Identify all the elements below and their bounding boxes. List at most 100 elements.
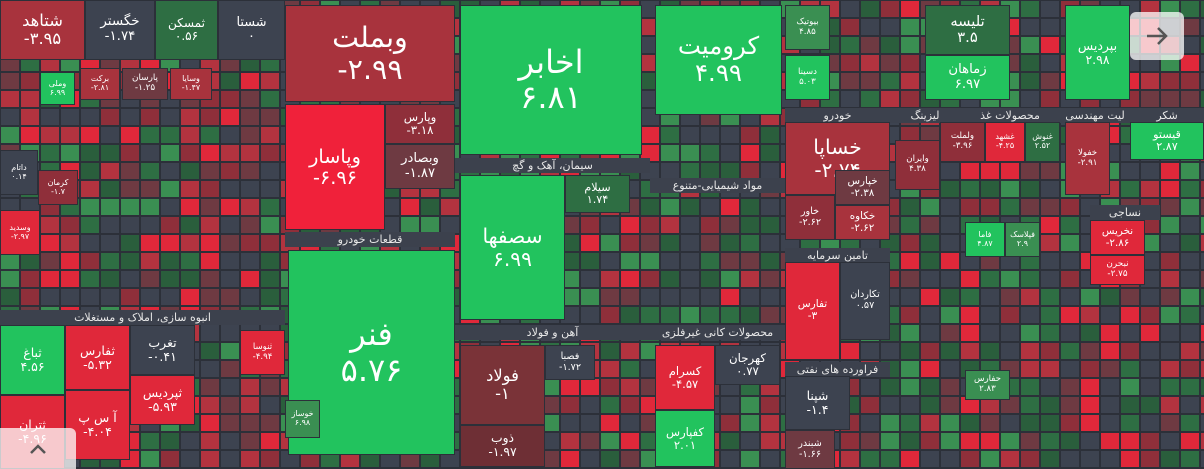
filler-tile	[920, 360, 940, 378]
stock-tile[interactable]: ذوب -۱.۹۷	[460, 425, 545, 467]
stock-name: خکاوه	[849, 210, 876, 223]
stock-tile[interactable]: ثپردیس -۵.۹۳	[130, 375, 195, 425]
stock-tile[interactable]: اخابر ۶.۸۱	[460, 5, 642, 155]
stock-change: -۱.۶۶	[798, 448, 821, 460]
filler-tile	[60, 288, 80, 306]
stock-tile[interactable]: کسرام -۴.۵۷	[655, 345, 715, 410]
stock-tile[interactable]: داتام ۰.۱۴	[0, 150, 38, 195]
stock-tile[interactable]: وبصادر -۱.۸۷	[385, 144, 455, 189]
stock-tile[interactable]: وسایا -۱.۴۷	[170, 68, 212, 100]
stock-tile[interactable]: وملی ۶.۹۹	[40, 72, 75, 105]
stock-tile[interactable]: دسینا ۵.۰۳	[785, 55, 830, 100]
filler-tile	[860, 0, 880, 18]
filler-tile	[660, 126, 680, 144]
filler-tile	[680, 288, 700, 306]
stock-tile[interactable]: غشهد -۴.۲۵	[985, 122, 1025, 162]
stock-tile[interactable]: ثمسکن ۰.۵۶	[155, 0, 218, 60]
filler-tile	[680, 144, 700, 162]
filler-tile	[1200, 450, 1204, 468]
stock-tile[interactable]: برکت -۲.۸۱	[80, 68, 120, 100]
stock-tile[interactable]: حفارس ۲.۸۳	[965, 370, 1010, 400]
stock-tile[interactable]: وبملت -۲.۹۹	[285, 5, 455, 102]
filler-tile	[1080, 432, 1100, 450]
stock-tile[interactable]: تغرب -۰.۴۱	[130, 325, 195, 375]
stock-tile[interactable]: ثفارس -۵.۳۲	[65, 325, 130, 390]
stock-tile[interactable]: فصبا -۱.۷۲	[545, 345, 595, 380]
filler-tile	[1200, 324, 1204, 342]
filler-tile	[940, 198, 960, 216]
stock-tile[interactable]: بپردیس ۲.۹۸	[1065, 5, 1130, 100]
filler-tile	[960, 162, 980, 180]
stock-tile[interactable]: خفولا -۲.۹۱	[1065, 122, 1110, 195]
stock-tile[interactable]: شتاهد -۳.۹۵	[0, 0, 85, 60]
filler-tile	[120, 234, 140, 252]
stock-tile[interactable]: شستا ۰	[218, 0, 285, 60]
filler-tile	[240, 450, 260, 468]
stock-tile[interactable]: خگستر -۱.۷۴	[85, 0, 155, 60]
stock-tile[interactable]: آ س پ -۴.۰۴	[65, 390, 130, 460]
filler-tile	[40, 126, 60, 144]
filler-tile	[1040, 198, 1060, 216]
filler-tile	[580, 252, 600, 270]
stock-tile[interactable]: شبندر -۱.۶۶	[785, 430, 835, 469]
stock-tile[interactable]: کرمان -۱.۷	[38, 170, 78, 205]
stock-tile[interactable]: کرومیت ۴.۹۹	[655, 5, 782, 115]
filler-tile	[200, 396, 220, 414]
filler-tile	[880, 36, 900, 54]
stock-tile[interactable]: کهرجان ۰.۷۷	[715, 345, 780, 385]
scroll-up-button[interactable]	[0, 428, 76, 469]
stock-tile[interactable]: خپارس -۲.۳۸	[835, 170, 890, 205]
filler-tile	[900, 450, 920, 468]
stock-tile[interactable]: نبحرن -۲.۷۵	[1090, 255, 1145, 285]
stock-name: کرومیت	[677, 31, 760, 61]
filler-tile	[260, 162, 280, 180]
filler-tile	[200, 198, 220, 216]
stock-tile[interactable]: وسدید -۲.۹۷	[0, 210, 40, 255]
stock-tile[interactable]: پارسان -۱.۲۵	[122, 68, 168, 100]
stock-tile[interactable]: خاور -۲.۶۲	[785, 195, 835, 240]
next-button[interactable]	[1130, 12, 1184, 60]
stock-tile[interactable]: ثباغ ۴.۵۶	[0, 325, 65, 395]
stock-tile[interactable]: فولاد -۱	[460, 345, 545, 425]
filler-tile	[900, 288, 920, 306]
filler-tile	[1200, 198, 1204, 216]
stock-tile[interactable]: وپاسار -۶.۹۶	[285, 104, 385, 230]
filler-tile	[660, 306, 680, 324]
stock-tile[interactable]: تفارس -۳	[785, 262, 840, 360]
stock-tile[interactable]: زماهان ۶.۹۷	[925, 55, 1010, 100]
filler-tile	[1160, 360, 1180, 378]
stock-tile[interactable]: وایران ۴.۳۸	[895, 140, 940, 190]
stock-tile[interactable]: تلیسه ۳.۵	[925, 5, 1010, 55]
stock-tile[interactable]: بیوتیک ۴.۸۵	[785, 5, 830, 50]
stock-tile[interactable]: ثنوسا -۴.۹۴	[240, 330, 285, 375]
filler-tile	[1120, 414, 1140, 432]
stock-change: -۱.۷	[50, 186, 66, 196]
filler-tile	[100, 270, 120, 288]
filler-tile	[1200, 360, 1204, 378]
filler-tile	[1140, 450, 1160, 468]
stock-tile[interactable]: غنوش ۲.۵۲	[1025, 122, 1060, 162]
stock-name: وپاسار	[309, 144, 361, 168]
filler-tile	[1060, 324, 1080, 342]
stock-tile[interactable]: وپارس -۳.۱۸	[385, 104, 455, 144]
stock-tile[interactable]: سیلام ۱.۷۴	[565, 175, 630, 213]
filler-tile	[240, 90, 260, 108]
stock-tile[interactable]: شپنا -۱.۴	[785, 376, 850, 430]
stock-change: -۳.۹۵	[23, 29, 62, 48]
filler-tile	[1180, 360, 1200, 378]
stock-tile[interactable]: فاما ۴.۸۷	[965, 222, 1005, 257]
stock-tile[interactable]: خوساز ۶.۹۸	[285, 400, 320, 438]
stock-name: وپارس	[403, 110, 437, 125]
stock-tile[interactable]: فپلاسک ۲.۹	[1005, 222, 1040, 257]
stock-tile[interactable]: تکاردان ۰.۵۷	[840, 262, 890, 340]
stock-tile[interactable]: کفپارس ۲.۰۱	[655, 410, 715, 467]
stock-tile[interactable]: سصفها ۶.۹۹	[460, 175, 565, 320]
stock-tile[interactable]: نخریس -۲.۸۶	[1090, 220, 1145, 255]
filler-tile	[180, 432, 200, 450]
filler-tile	[200, 234, 220, 252]
filler-tile	[740, 396, 760, 414]
stock-tile[interactable]: ولملت -۳.۹۶	[940, 122, 985, 162]
stock-tile[interactable]: خکاوه -۲.۶۲	[835, 205, 890, 240]
filler-tile	[1160, 216, 1180, 234]
stock-tile[interactable]: قیستو ۲.۸۷	[1130, 122, 1204, 160]
